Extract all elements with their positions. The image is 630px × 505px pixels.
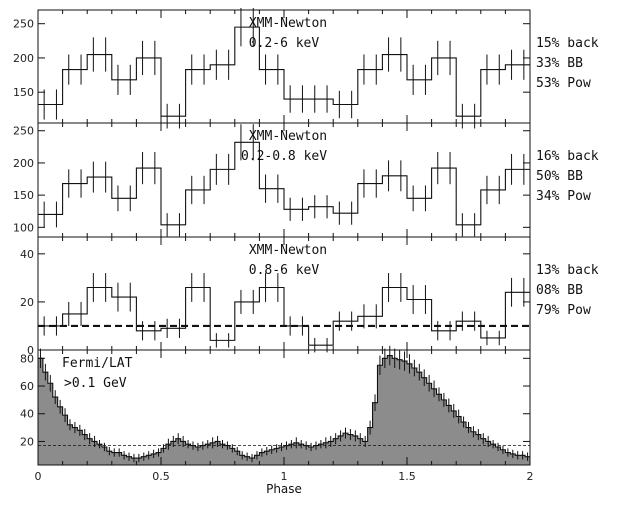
y-tick-label: 250 [13, 125, 34, 138]
y-tick-label: 20 [20, 435, 34, 448]
component-fraction-label: 50% BB [536, 169, 583, 184]
panel-title: XMM-Newton [249, 16, 327, 31]
component-fraction-label: 79% Pow [536, 303, 591, 318]
y-tick-label: 250 [13, 18, 34, 31]
histogram-fill [38, 355, 530, 465]
panel-energy-band: 0.8-6 keV [249, 263, 320, 278]
panel-title: XMM-Newton [249, 243, 327, 258]
histogram-line [38, 141, 530, 226]
panel-energy-band: >0.1 GeV [64, 376, 127, 391]
y-tick-label: 150 [13, 86, 34, 99]
panel-3: 0 20 40 XMM-Newton 0.8-6 keV 13% back 08% BB 79… [20, 236, 599, 357]
panel-2: 100 150 200 250 XMM-Newton 0.2-0.8 keV 16% bac… [13, 122, 599, 238]
histogram-line [38, 26, 530, 117]
component-fraction-label: 34% Pow [536, 189, 591, 204]
panel-title: XMM-Newton [249, 129, 327, 144]
panel-energy-band: 0.2-0.8 keV [241, 149, 327, 164]
component-fraction-label: 15% back [536, 36, 599, 51]
x-tick-label: 0.5 [152, 470, 170, 483]
x-tick-label: 2 [527, 470, 534, 483]
y-tick-label: 150 [13, 189, 34, 202]
y-tick-label: 40 [20, 248, 34, 261]
y-tick-label: 100 [13, 221, 34, 234]
panel-energy-band: 0.2-6 keV [249, 36, 320, 51]
y-tick-label: 60 [20, 380, 34, 393]
component-fraction-label: 16% back [536, 149, 599, 164]
y-tick-label: 80 [20, 352, 34, 365]
y-tick-label: 40 [20, 408, 34, 421]
y-tick-label: 200 [13, 157, 34, 170]
component-fraction-label: 08% BB [536, 283, 583, 298]
panel-1: 150 200 250 XMM-Newton 0.2-6 keV 15% back 33% … [13, 7, 599, 129]
component-fraction-label: 33% BB [536, 56, 583, 71]
y-tick-label: 0 [27, 344, 34, 357]
histogram-line [38, 286, 530, 346]
component-fraction-label: 53% Pow [536, 76, 591, 91]
panel-title: Fermi/LAT [62, 356, 133, 371]
component-fraction-label: 13% back [536, 263, 599, 278]
x-tick-label: 0 [35, 470, 42, 483]
x-tick-label: 1 [281, 470, 288, 483]
y-tick-label: 200 [13, 52, 34, 65]
x-axis-label: Phase [266, 482, 302, 496]
x-tick-label: 1.5 [398, 470, 416, 483]
y-tick-label: 20 [20, 296, 34, 309]
